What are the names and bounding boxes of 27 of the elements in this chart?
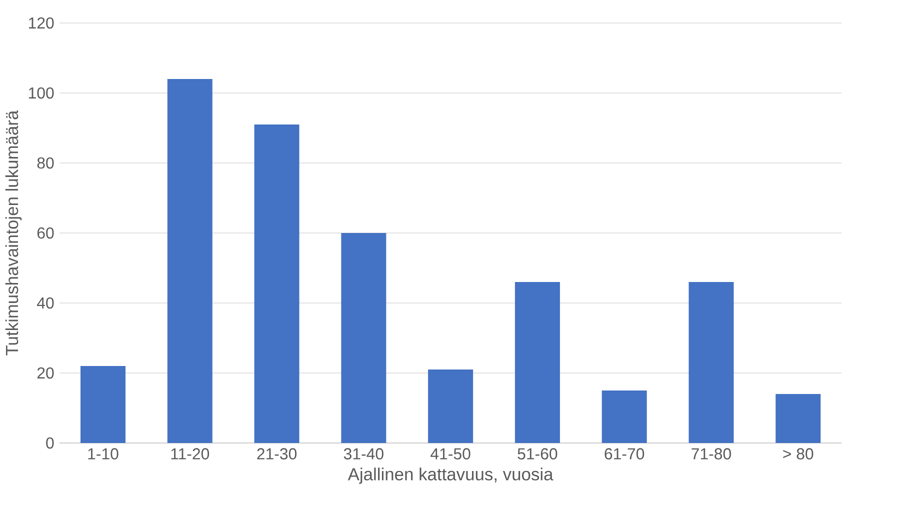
bar xyxy=(688,282,734,443)
x-tick-label: 21-30 xyxy=(257,448,297,460)
x-tick-label: 71-80 xyxy=(692,448,731,460)
y-tick-label: 0 xyxy=(46,437,54,449)
y-tick-label: 20 xyxy=(37,367,54,379)
x-tick-label: 41-50 xyxy=(430,448,470,460)
bar xyxy=(602,390,647,443)
x-tick-label: 11-20 xyxy=(171,448,210,460)
y-tick-label: 80 xyxy=(37,157,54,169)
x-tick-label: 1-10 xyxy=(88,448,118,460)
x-tick-label: 51-60 xyxy=(518,448,558,460)
y-tick-label: 120 xyxy=(29,17,54,29)
y-axis-title: Tutkimushavaintojen lukumäärä xyxy=(5,110,22,356)
x-tick-label: 61-70 xyxy=(604,448,644,460)
bar xyxy=(514,282,560,443)
x-tick-label: > 80 xyxy=(783,448,814,460)
y-tick-label: 40 xyxy=(37,297,54,309)
bar xyxy=(428,370,474,443)
x-tick-label: 31-40 xyxy=(344,448,384,460)
bar xyxy=(167,78,212,443)
y-tick-label: 60 xyxy=(37,227,54,239)
x-axis-title: Ajallinen kattavuus, vuosia xyxy=(348,468,554,484)
bar xyxy=(80,366,126,443)
bar xyxy=(776,394,821,443)
bar xyxy=(341,232,386,443)
bar xyxy=(254,124,300,443)
y-tick-label: 100 xyxy=(29,87,54,99)
